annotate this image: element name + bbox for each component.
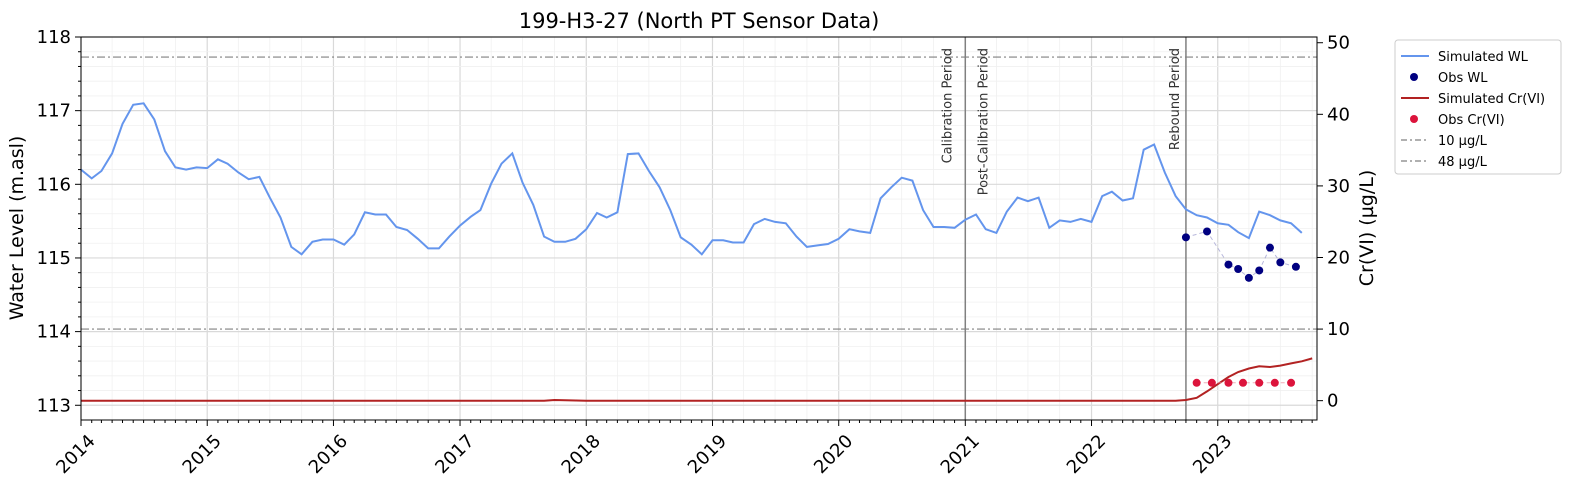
x-tick-label: 2019 xyxy=(684,431,731,478)
legend: Simulated WL Obs WL Simulated Cr(VI) Obs Cr… xyxy=(1394,39,1562,175)
y-axis-left-title: Water Level (m.asl) xyxy=(6,136,28,321)
legend-swatch-dot xyxy=(1410,73,1418,81)
y-tick-label: 114 xyxy=(37,322,71,343)
x-tick-label: 2023 xyxy=(1189,431,1236,478)
obs-wl-point xyxy=(1265,243,1274,252)
y-axis-right-title: Cr(VI) (µg/L) xyxy=(1356,170,1378,287)
obs-cr-point xyxy=(1224,378,1233,387)
y-tick-label: 115 xyxy=(37,248,71,269)
y-tick-label: 117 xyxy=(37,101,71,122)
obs-wl-point xyxy=(1224,260,1233,269)
y-axis-left: 113 114 115 116 117 118 xyxy=(37,27,81,416)
x-tick-label: 2018 xyxy=(558,431,605,478)
x-tick-label: 2017 xyxy=(431,431,478,478)
y-tick-label: 113 xyxy=(37,395,71,416)
x-axis: 2014 2015 2016 2017 2018 2019 2020 2021 2022 2023 xyxy=(52,420,1313,478)
x-tick-label: 2021 xyxy=(937,431,984,478)
legend-label: 10 µg/L xyxy=(1438,134,1488,149)
series-layer xyxy=(80,102,1313,402)
legend-label: Obs WL xyxy=(1438,71,1488,86)
period-label: Rebound Period xyxy=(1168,48,1183,150)
legend-label: Simulated WL xyxy=(1438,50,1529,65)
obs-wl-point xyxy=(1203,227,1212,236)
obs-wl-point xyxy=(1234,265,1243,274)
obs-wl-point xyxy=(1244,273,1253,282)
y2-tick-label: 10 xyxy=(1327,319,1350,340)
period-label: Calibration Period xyxy=(940,48,955,163)
period-markers: Calibration Period Post-Calibration Perio… xyxy=(940,37,1187,420)
y-tick-label: 118 xyxy=(37,27,71,48)
chart-title: 199-H3-27 (North PT Sensor Data) xyxy=(519,9,880,33)
y-axis-right: 0 10 20 30 40 50 xyxy=(1317,33,1350,412)
legend-label: Obs Cr(VI) xyxy=(1438,113,1505,128)
y2-tick-label: 20 xyxy=(1327,247,1350,268)
obs-wl-point xyxy=(1255,266,1264,275)
y2-tick-label: 30 xyxy=(1327,176,1350,197)
y2-tick-label: 0 xyxy=(1327,391,1338,412)
simulated-cr-line xyxy=(81,357,1313,402)
x-tick-label: 2016 xyxy=(305,431,352,478)
simulated-wl-line xyxy=(80,102,1303,256)
obs-cr-point xyxy=(1207,378,1216,387)
x-tick-label: 2020 xyxy=(810,431,857,478)
legend-swatch-dot xyxy=(1410,115,1418,123)
threshold-lines xyxy=(81,56,1317,330)
x-tick-label: 2022 xyxy=(1063,431,1110,478)
x-tick-label: 2014 xyxy=(52,431,99,478)
obs-wl-point xyxy=(1291,262,1300,271)
legend-label: Simulated Cr(VI) xyxy=(1438,92,1545,107)
obs-wl-point xyxy=(1181,233,1190,242)
legend-label: 48 µg/L xyxy=(1438,155,1488,170)
obs-cr-point xyxy=(1255,378,1264,387)
grid xyxy=(80,36,1317,420)
obs-cr-point xyxy=(1287,378,1296,387)
x-tick-label: 2015 xyxy=(179,431,226,478)
obs-cr-point xyxy=(1270,378,1279,387)
obs-wl-point xyxy=(1276,258,1285,267)
y-tick-label: 116 xyxy=(37,174,71,195)
obs-cr-point xyxy=(1192,378,1201,387)
obs-cr-point xyxy=(1238,378,1247,387)
y2-tick-label: 50 xyxy=(1327,33,1350,54)
legend-box xyxy=(1394,39,1562,175)
period-label: Post-Calibration Period xyxy=(976,48,991,195)
y2-tick-label: 40 xyxy=(1327,104,1350,125)
